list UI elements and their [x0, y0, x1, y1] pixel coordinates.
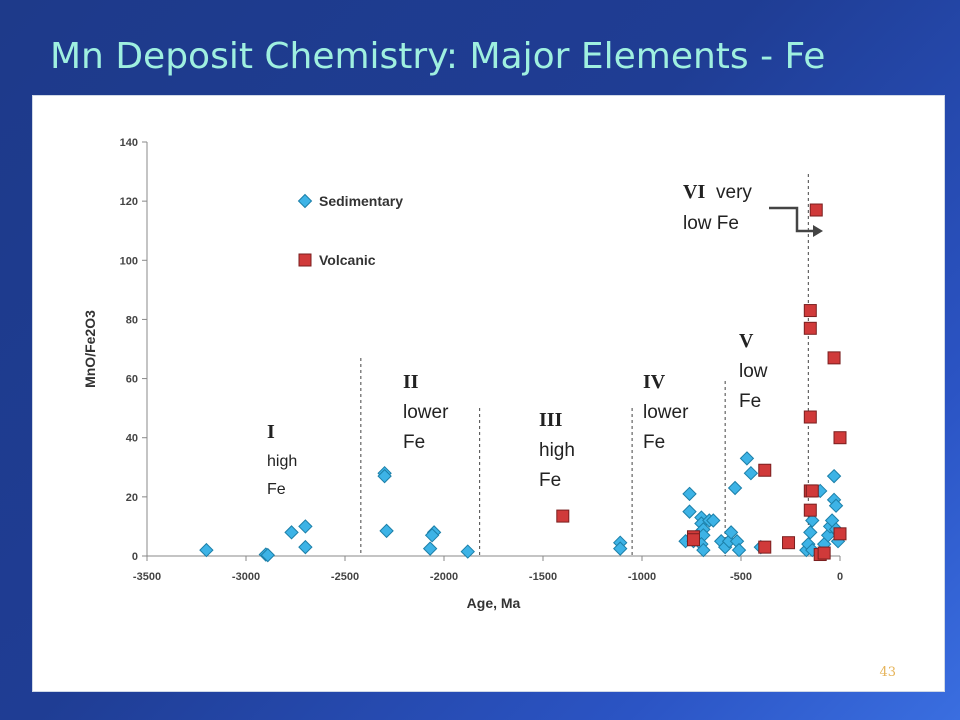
volcanic-point — [833, 527, 847, 541]
legend-volcanic-marker — [298, 253, 312, 267]
sedimentary-point — [424, 528, 440, 543]
y-tick-label: 0 — [132, 551, 138, 563]
sedimentary-point — [706, 513, 721, 528]
sedimentary-point — [682, 504, 697, 519]
sedimentary-point — [731, 542, 747, 558]
era-label-text: low — [739, 361, 768, 382]
sedimentary-point — [723, 525, 739, 540]
sedimentary-point — [199, 542, 214, 558]
y-tick-label: 80 — [126, 314, 138, 326]
sedimentary-point — [739, 451, 755, 466]
x-tick-label: -2500 — [331, 571, 359, 583]
sedimentary-point — [298, 539, 313, 555]
volcanic-point — [556, 509, 570, 523]
y-tick-label: 40 — [126, 433, 138, 445]
sedimentary-point — [298, 519, 313, 534]
sedimentary-point — [460, 544, 475, 559]
sedimentary-point — [805, 513, 820, 528]
legend-sedimentary-marker — [297, 193, 313, 209]
volcanic-point — [782, 536, 796, 550]
volcanic-point — [805, 484, 819, 498]
era-label-text: Fe — [539, 470, 561, 491]
era-label-text: Fe — [739, 391, 761, 412]
sedimentary-point — [727, 480, 743, 496]
x-tick-label: -1500 — [529, 571, 557, 583]
sedimentary-point — [682, 486, 697, 502]
legend-volcanic-label: Volcanic — [319, 252, 376, 268]
x-tick-label: -3000 — [232, 571, 260, 583]
x-axis-label: Age, Ma — [467, 595, 521, 611]
era-label-roman: V — [739, 330, 754, 352]
volcanic-point — [803, 410, 817, 424]
sedimentary-point — [826, 468, 842, 484]
volcanic-point — [758, 540, 772, 554]
x-tick-label: -1000 — [628, 571, 656, 583]
x-tick-label: -500 — [730, 571, 752, 583]
chart-panel: 0 20 40 60 80 100 120 140 -3500 -3000 -2500 -2000 -1… — [32, 95, 945, 692]
y-tick-label: 120 — [120, 196, 138, 208]
era-label-text: Fe — [267, 481, 286, 498]
era-label-text: Fe — [403, 432, 425, 453]
era-label-roman: IV — [643, 371, 666, 393]
sedimentary-point — [260, 547, 275, 563]
volcanic-point — [809, 203, 823, 217]
y-tick-label: 20 — [126, 492, 138, 504]
y-tick-label: 140 — [120, 137, 138, 149]
era-label-roman: II — [403, 371, 419, 393]
era-label-text: high — [539, 440, 575, 461]
era-label-text: very — [716, 182, 752, 203]
volcanic-point — [817, 546, 831, 560]
era-label-text: Fe — [643, 432, 665, 453]
era-label-roman: I — [267, 421, 275, 443]
era-label-roman: III — [539, 409, 563, 431]
volcanic-point — [803, 503, 817, 517]
sedimentary-point — [377, 468, 392, 484]
era-label-roman: VI — [683, 181, 705, 203]
y-tick-label: 60 — [126, 374, 138, 386]
volcanic-point — [833, 431, 847, 445]
y-axis-label: MnO/Fe2O3 — [82, 310, 98, 388]
era-label-text: lower — [643, 402, 689, 423]
volcanic-point — [827, 351, 841, 365]
x-tick-label: -3500 — [133, 571, 161, 583]
page-number: 43 — [879, 665, 896, 680]
sedimentary-point — [743, 465, 759, 481]
sedimentary-point — [422, 541, 438, 556]
arrow-line — [769, 206, 819, 233]
era-label-text: lower — [403, 402, 449, 423]
legend-sedimentary-label: Sedimentary — [319, 193, 403, 209]
sedimentary-point — [379, 523, 394, 539]
era-label-text: low Fe — [683, 213, 739, 234]
sedimentary-point — [696, 542, 711, 558]
sedimentary-point — [828, 498, 844, 513]
volcanic-point — [686, 533, 700, 547]
slide-title: Mn Deposit Chemistry: Major Elements - F… — [50, 36, 826, 77]
x-tick-label: 0 — [837, 571, 843, 583]
sedimentary-point — [613, 541, 628, 556]
sedimentary-point — [803, 525, 818, 540]
volcanic-point — [803, 304, 817, 318]
sedimentary-point — [284, 525, 299, 540]
scatter-chart: 0 20 40 60 80 100 120 140 -3500 -3000 -2500 -2000 -1… — [82, 137, 847, 611]
arrow-head-icon — [813, 225, 823, 237]
era-label-text: high — [267, 453, 297, 470]
volcanic-point — [758, 463, 772, 477]
x-tick-label: -2000 — [430, 571, 458, 583]
volcanic-point — [803, 321, 817, 335]
y-tick-label: 100 — [120, 255, 138, 267]
